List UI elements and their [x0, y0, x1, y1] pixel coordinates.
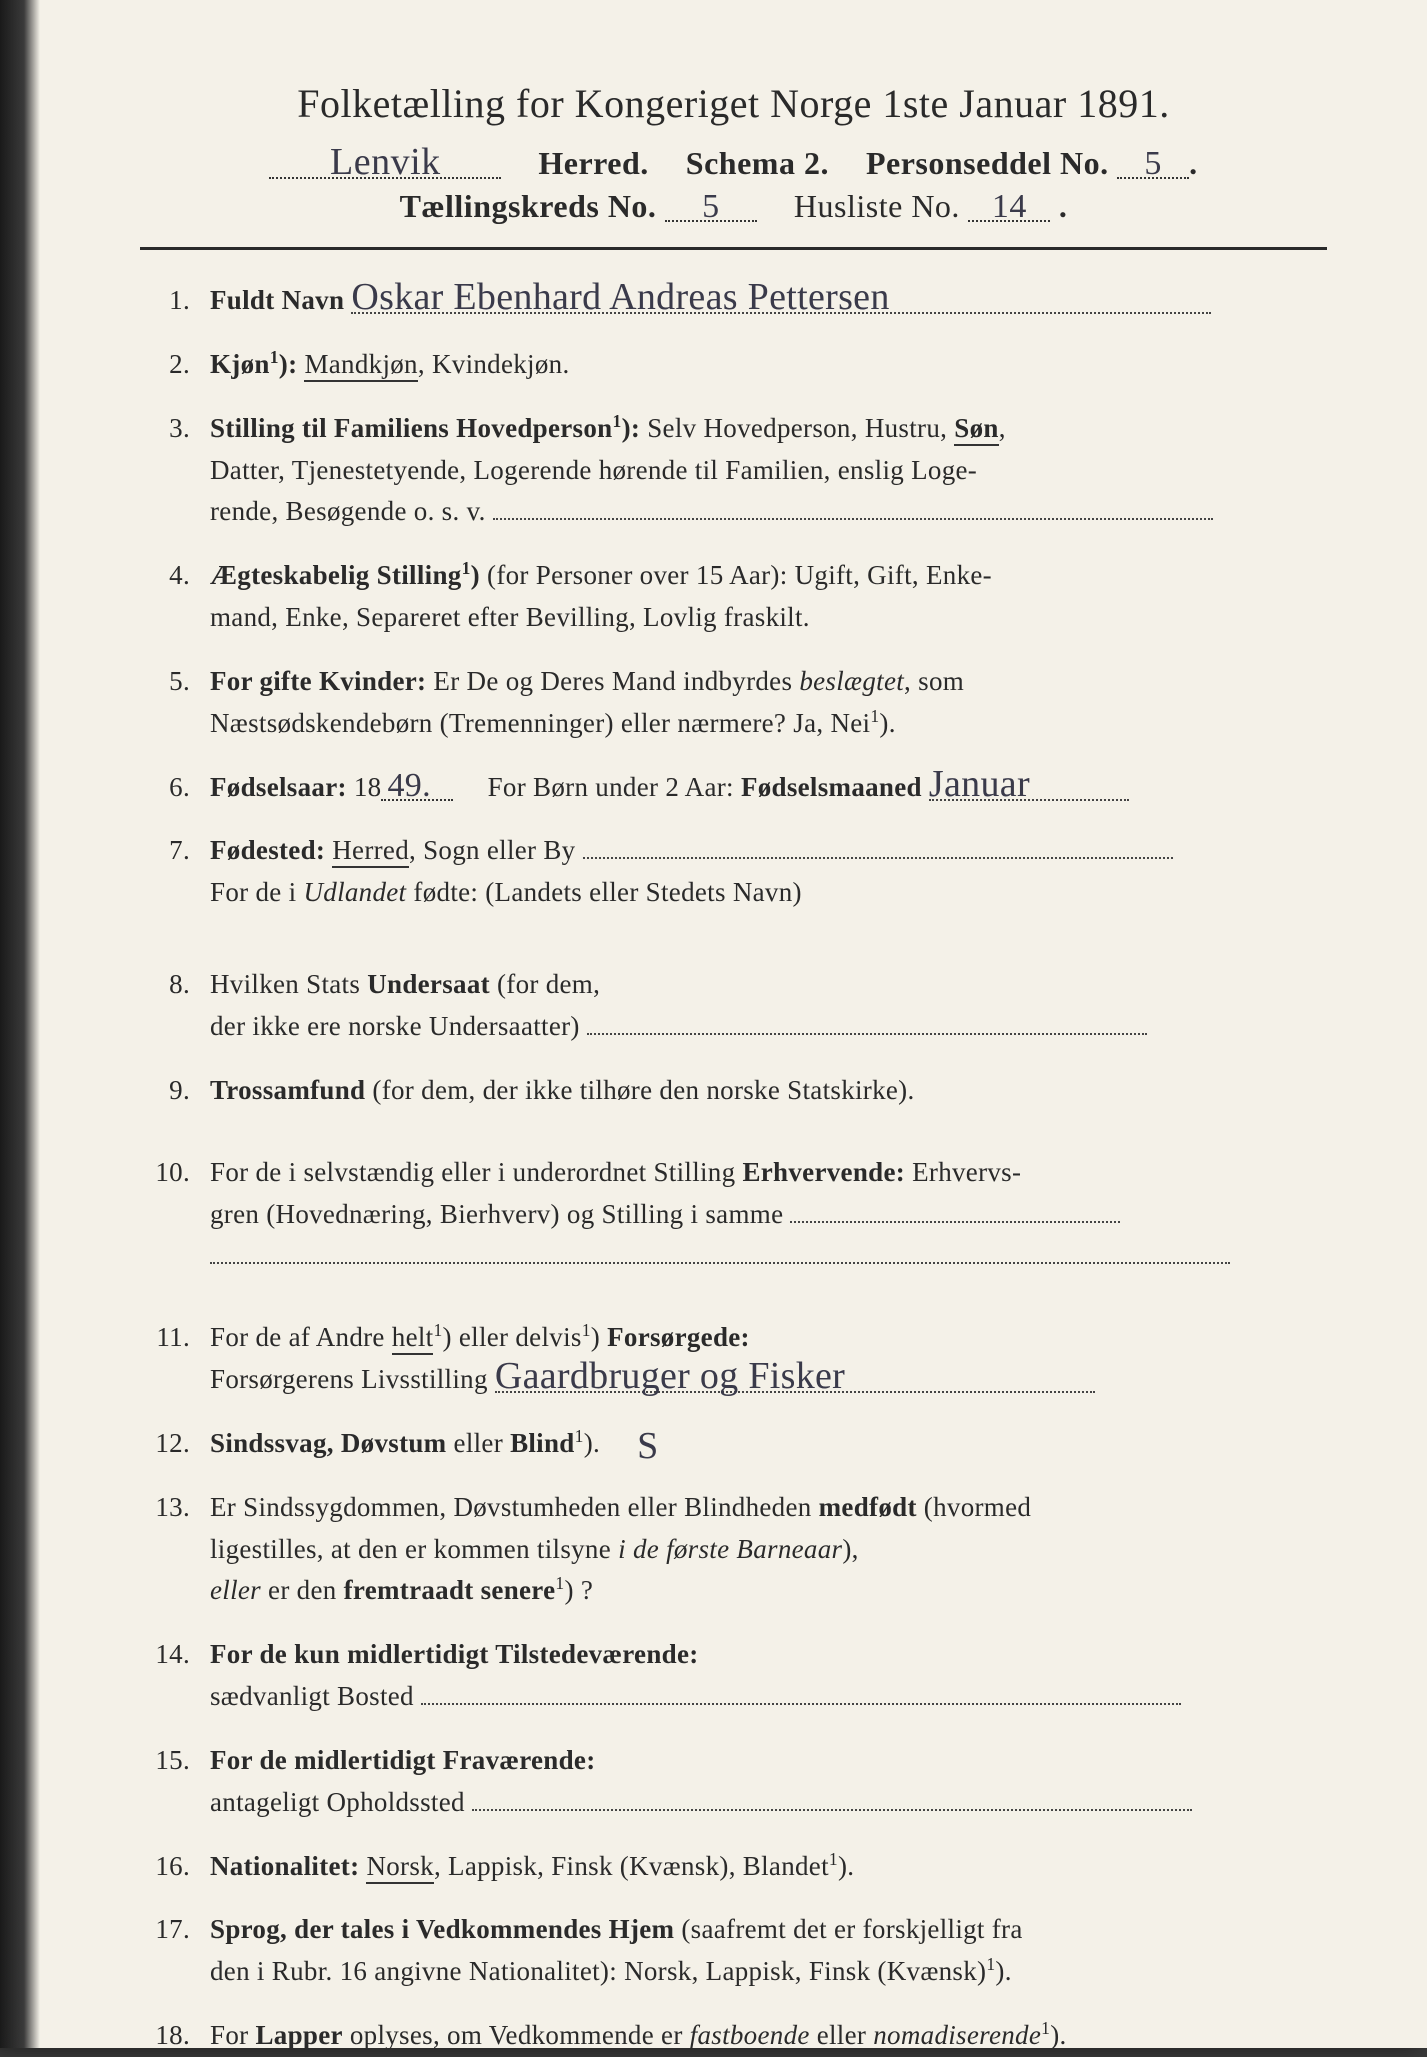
q3-relation: Stilling til Familiens Hovedperson1): Se…: [140, 408, 1327, 534]
q14-label: For de kun midlertidigt Tilstedeværende:: [210, 1639, 699, 1669]
q7-label: Fødested:: [210, 835, 325, 865]
q12-mark: S: [637, 1425, 658, 1467]
q8-citizenship: Hvilken Stats Undersaat (for dem, der ik…: [140, 964, 1327, 1048]
q4-label: Ægteskabelig Stilling: [210, 560, 462, 590]
q12-disability: Sindssvag, Døvstum eller Blind1). S: [140, 1423, 1327, 1465]
q5-related: For gifte Kvinder: Er De og Deres Mand i…: [140, 661, 1327, 745]
q7-birthplace: Fødested: Herred, Sogn eller By For de i…: [140, 830, 1327, 914]
husliste-no: 14: [968, 193, 1050, 222]
q16-label: Nationalitet:: [210, 1851, 359, 1881]
q6-year: 49.: [381, 772, 453, 801]
header-block: Folketælling for Kongeriget Norge 1ste J…: [140, 80, 1327, 225]
question-list: Fuldt Navn Oskar Ebenhard Andreas Petter…: [140, 280, 1327, 2057]
q2-label: Kjøn: [210, 349, 270, 379]
q6-label: Fødselsaar:: [210, 772, 347, 802]
q4-marital: Ægteskabelig Stilling1) (for Personer ov…: [140, 555, 1327, 639]
q2-selected: Mandkjøn: [304, 349, 417, 382]
q11-provider: For de af Andre helt1) eller delvis1) Fo…: [140, 1317, 1327, 1401]
q3-label: Stilling til Familiens Hovedperson: [210, 413, 612, 443]
herred-label: Herred.: [538, 145, 648, 181]
main-title: Folketælling for Kongeriget Norge 1ste J…: [140, 80, 1327, 127]
q6-birthyear: Fødselsaar: 1849. For Børn under 2 Aar: …: [140, 767, 1327, 809]
q7-selected: Herred: [332, 835, 409, 868]
kreds-no: 5: [665, 193, 757, 222]
divider: [140, 247, 1327, 250]
q1-full-name: Fuldt Navn Oskar Ebenhard Andreas Petter…: [140, 280, 1327, 322]
herred-name-handwritten: Lenvik: [269, 147, 501, 179]
personseddel-label: Personseddel No.: [866, 145, 1109, 181]
q3-selected: Søn: [954, 413, 998, 446]
q1-label: Fuldt Navn: [210, 285, 344, 315]
header-line-2: Lenvik Herred. Schema 2. Personseddel No…: [140, 145, 1327, 182]
q18-lapps: For Lapper oplyses, om Vedkommende er fa…: [140, 2015, 1327, 2057]
header-line-3: Tællingskreds No. 5 Husliste No. 14 .: [140, 188, 1327, 225]
q16-nationality: Nationalitet: Norsk, Lappisk, Finsk (Kvæ…: [140, 1846, 1327, 1888]
q17-label: Sprog, der tales i Vedkommendes Hjem: [210, 1914, 674, 1944]
census-form-page: Folketælling for Kongeriget Norge 1ste J…: [0, 0, 1427, 2048]
q13-congenital: Er Sindssygdommen, Døvstumheden eller Bl…: [140, 1487, 1327, 1613]
q16-selected: Norsk: [366, 1851, 434, 1884]
q14-temp-present: For de kun midlertidigt Tilstedeværende:…: [140, 1634, 1327, 1718]
q11-value: Gaardbruger og Fisker: [495, 1361, 1095, 1393]
q10-occupation: For de i selvstændig eller i underordnet…: [140, 1152, 1327, 1278]
q15-label: For de midlertidigt Fraværende:: [210, 1745, 595, 1775]
q9-religion: Trossamfund (for dem, der ikke tilhøre d…: [140, 1070, 1327, 1112]
q6-month: Januar: [929, 769, 1129, 801]
personseddel-no: 5: [1117, 150, 1189, 179]
q2-opt2: Kvindekjøn.: [432, 349, 570, 379]
q15-temp-absent: For de midlertidigt Fraværende: antageli…: [140, 1740, 1327, 1824]
q5-label: For gifte Kvinder:: [210, 666, 426, 696]
kreds-label: Tællingskreds No.: [400, 188, 657, 224]
q1-value: Oskar Ebenhard Andreas Pettersen: [351, 282, 1211, 314]
q9-label: Trossamfund: [210, 1075, 365, 1105]
q2-sex: Kjøn1): Mandkjøn, Kvindekjøn.: [140, 344, 1327, 386]
schema-label: Schema 2.: [686, 145, 829, 181]
q17-language: Sprog, der tales i Vedkommendes Hjem (sa…: [140, 1909, 1327, 1993]
q12-label: Sindssvag, Døvstum: [210, 1428, 446, 1458]
husliste-label: Husliste No.: [794, 188, 960, 224]
